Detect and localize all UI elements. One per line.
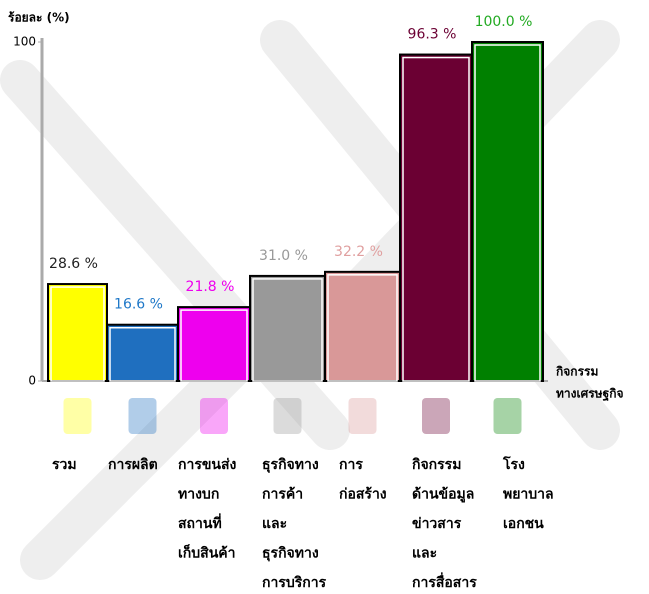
- bar: [471, 41, 544, 382]
- category-icon: [348, 398, 377, 434]
- x-tick-label: การสื่อสาร: [412, 572, 477, 591]
- category-icon: [273, 398, 302, 434]
- x-tick-label: การค้า: [262, 487, 303, 503]
- category-icon: [200, 398, 228, 434]
- x-tick-label: เก็บสินค้า: [178, 544, 236, 562]
- icons: [63, 398, 522, 434]
- bar: [177, 306, 251, 382]
- x-tick-label: พยาบาล: [503, 487, 554, 503]
- x-tick-label: รวม: [52, 457, 77, 473]
- y-axis-label: ร้อยละ (%): [8, 11, 70, 25]
- bar: [47, 283, 108, 382]
- x-tick-label: การขนส่ง: [178, 457, 237, 473]
- value-label: 100.0 %: [475, 14, 533, 30]
- bar-highlight: [327, 274, 398, 382]
- category-icon: [493, 398, 522, 434]
- value-label: 16.6 %: [114, 297, 163, 313]
- x-tick-label: การบริการ: [262, 575, 327, 591]
- bar: [399, 53, 473, 382]
- value-label: 21.8 %: [186, 279, 235, 295]
- y-tick-label: 0: [28, 374, 36, 388]
- bar-highlight: [474, 44, 541, 382]
- x-tick-label: ก่อสร้าง: [339, 487, 387, 503]
- bar-highlight: [180, 309, 248, 382]
- x-tick-label: ธุรกิจทาง: [262, 457, 319, 473]
- x-axis-label: กิจกรรม: [556, 365, 598, 379]
- bar-highlight: [109, 326, 176, 382]
- x-tick-label: การผลิต: [108, 457, 158, 473]
- category-icon: [422, 398, 450, 434]
- x-tick-label: ด้านข้อมูล: [412, 487, 474, 503]
- x-tick-label: และ: [262, 516, 287, 532]
- x-tick-label: ทางบก: [178, 487, 219, 503]
- bar-highlight: [402, 56, 470, 382]
- bar: [324, 270, 401, 383]
- bar: [249, 274, 326, 382]
- value-label: 32.2 %: [334, 244, 383, 260]
- x-tick-label: และ: [412, 546, 437, 562]
- x-tick-label: กิจกรรม: [411, 457, 461, 473]
- bar-highlight: [252, 278, 323, 382]
- x-tick-label: สถานที่: [178, 513, 222, 532]
- bar-highlight: [50, 286, 105, 382]
- x-tick-label: ธุรกิจทาง: [262, 546, 319, 562]
- value-label: 31.0 %: [259, 248, 308, 264]
- x-tick-label: ข่าวสาร: [412, 516, 462, 532]
- x-tick-label: เอกชน: [503, 516, 544, 532]
- x-axis-label: ทางเศรษฐกิจ: [556, 387, 624, 402]
- value-label: 96.3 %: [408, 27, 457, 43]
- category-icon: [128, 398, 157, 434]
- y-tick-label: 100: [13, 35, 36, 49]
- x-tick-label: การ: [339, 457, 363, 473]
- category-icon: [63, 398, 92, 434]
- value-label: 28.6 %: [49, 256, 98, 272]
- x-tick-label: โรง: [502, 455, 525, 473]
- bar: [106, 323, 179, 383]
